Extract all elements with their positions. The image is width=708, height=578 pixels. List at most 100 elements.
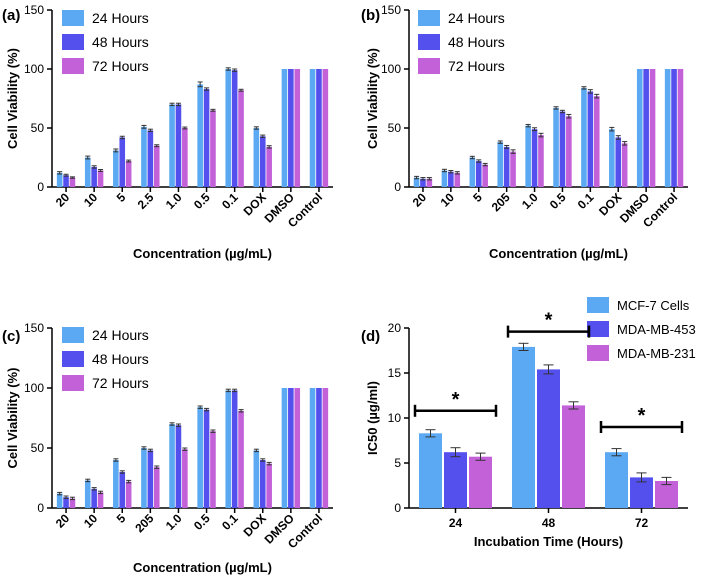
bar-a-48-hours-1 bbox=[91, 166, 97, 187]
x-tick-label: 0.5 bbox=[191, 190, 213, 212]
y-tick-label: 20 bbox=[388, 321, 402, 335]
bar-a-48-hours-3 bbox=[147, 130, 154, 187]
bar-d-mda-mb-231-1 bbox=[562, 405, 585, 508]
bar-b-24-hours-7 bbox=[609, 129, 615, 187]
y-tick-label: 100 bbox=[24, 62, 44, 76]
bar-a-24-hours-8 bbox=[281, 69, 288, 187]
bar-c-48-hours-5 bbox=[203, 409, 210, 508]
bar-b-72-hours-3 bbox=[510, 151, 516, 187]
bar-b-72-hours-7 bbox=[621, 143, 628, 187]
y-tick-label: 150 bbox=[381, 3, 401, 17]
chart-panel-c: (c) 0 50 100 150 Cell Viability (%) 20 10 5 205 1.… bbox=[2, 321, 333, 575]
y-tick-label: 15 bbox=[388, 366, 402, 380]
x-tick-label: 5 bbox=[114, 511, 129, 526]
y-axis-title: Cell Viability (%) bbox=[5, 48, 20, 149]
panel-label: (a) bbox=[2, 7, 20, 24]
y-tick-label: 50 bbox=[388, 121, 402, 135]
y-tick-label: 10 bbox=[388, 411, 402, 425]
y-tick-label: 0 bbox=[37, 501, 44, 515]
bar-c-72-hours-8 bbox=[294, 388, 301, 508]
x-tick-label: 2.5 bbox=[135, 190, 157, 212]
bar-d-mcf-7-cells-0 bbox=[419, 433, 442, 508]
bar-c-48-hours-2 bbox=[119, 472, 126, 508]
bar-c-72-hours-6 bbox=[238, 410, 244, 508]
bar-a-48-hours-4 bbox=[175, 104, 182, 187]
legend-label-1: MCF-7 Cells bbox=[617, 298, 690, 313]
bar-c-24-hours-6 bbox=[225, 390, 232, 508]
x-tick-label: 10 bbox=[438, 190, 458, 210]
y-tick-label: 150 bbox=[24, 321, 44, 335]
bar-b-24-hours-9 bbox=[664, 69, 671, 187]
bar-b-72-hours-9 bbox=[677, 69, 684, 187]
bar-b-24-hours-4 bbox=[525, 125, 531, 187]
legend-swatch-1 bbox=[587, 297, 609, 313]
bar-c-24-hours-1 bbox=[84, 480, 91, 508]
bar-d-mcf-7-cells-2 bbox=[605, 452, 628, 508]
bar-a-72-hours-3 bbox=[153, 145, 160, 187]
y-tick-label: 5 bbox=[394, 456, 401, 470]
bar-b-72-hours-4 bbox=[538, 135, 544, 187]
bar-c-48-hours-7 bbox=[259, 460, 266, 508]
legend-swatch-3 bbox=[418, 58, 440, 74]
y-tick-label: 50 bbox=[31, 441, 45, 455]
bar-c-24-hours-2 bbox=[113, 460, 119, 508]
x-tick-label: 1.0 bbox=[163, 190, 185, 212]
x-tick-label: 0.1 bbox=[219, 190, 241, 212]
legend-label-3: MDA-MB-231 bbox=[617, 346, 696, 361]
bar-b-72-hours-1 bbox=[454, 172, 461, 187]
bar-b-72-hours-6 bbox=[593, 96, 600, 187]
y-tick-label: 0 bbox=[37, 180, 44, 194]
bar-a-24-hours-1 bbox=[84, 157, 91, 187]
bar-c-72-hours-4 bbox=[182, 449, 188, 508]
bar-c-72-hours-1 bbox=[97, 492, 104, 508]
chart-panel-d: (d) 0 5 10 15 20 IC50 (µg/ml) 24 48 72 Incubation … bbox=[361, 297, 696, 549]
x-tick-label: 5 bbox=[114, 190, 129, 205]
bar-c-48-hours-4 bbox=[175, 425, 182, 508]
bar-d-mda-mb-453-0 bbox=[444, 452, 467, 508]
x-tick-label: 205 bbox=[132, 511, 156, 535]
bar-a-72-hours-9 bbox=[322, 69, 329, 187]
bar-b-48-hours-5 bbox=[559, 111, 566, 187]
legend-swatch-3 bbox=[587, 345, 609, 361]
bar-c-24-hours-0 bbox=[56, 493, 63, 508]
significance-star: * bbox=[638, 405, 646, 427]
x-axis-title: Concentration (µg/mL) bbox=[489, 246, 628, 261]
legend-label-1: 24 Hours bbox=[92, 327, 149, 343]
bar-a-24-hours-2 bbox=[113, 150, 119, 187]
bar-a-24-hours-4 bbox=[169, 104, 175, 187]
bar-a-48-hours-8 bbox=[288, 69, 294, 187]
y-tick-label: 150 bbox=[24, 3, 44, 17]
bar-c-48-hours-8 bbox=[288, 388, 294, 508]
x-tick-label: 1.0 bbox=[163, 511, 185, 533]
bar-d-mda-mb-231-0 bbox=[469, 456, 492, 508]
panel-label: (d) bbox=[361, 328, 380, 345]
y-axis-title: Cell Viability (%) bbox=[365, 48, 380, 149]
bar-a-48-hours-5 bbox=[203, 89, 210, 187]
legend-swatch-2 bbox=[62, 351, 84, 367]
bar-b-24-hours-6 bbox=[581, 87, 587, 187]
x-tick-label: 72 bbox=[635, 516, 649, 530]
bar-b-48-hours-8 bbox=[643, 69, 649, 187]
bar-b-72-hours-5 bbox=[566, 116, 572, 187]
bar-a-48-hours-6 bbox=[231, 70, 238, 187]
bar-a-24-hours-5 bbox=[197, 84, 203, 187]
bar-d-mcf-7-cells-1 bbox=[512, 346, 535, 508]
bar-b-24-hours-5 bbox=[553, 107, 559, 187]
bar-b-72-hours-0 bbox=[426, 178, 433, 187]
legend-swatch-1 bbox=[418, 10, 440, 26]
x-tick-label: 5 bbox=[470, 190, 485, 205]
bar-c-72-hours-5 bbox=[210, 431, 216, 508]
bar-c-24-hours-9 bbox=[309, 388, 316, 508]
bar-a-24-hours-0 bbox=[56, 172, 63, 187]
significance-star: * bbox=[452, 389, 460, 411]
bar-c-24-hours-4 bbox=[169, 424, 175, 508]
bar-b-24-hours-0 bbox=[413, 177, 420, 187]
legend-label-1: 24 Hours bbox=[92, 10, 149, 26]
bar-b-48-hours-3 bbox=[503, 146, 510, 187]
bar-c-24-hours-7 bbox=[253, 450, 260, 508]
bar-b-72-hours-2 bbox=[482, 164, 488, 187]
chart-panel-b: (b) 0 50 100 150 Cell Viability (%) 20 10 5 205 1.… bbox=[361, 3, 688, 261]
bar-c-48-hours-1 bbox=[91, 488, 97, 508]
x-tick-label: 0.1 bbox=[575, 190, 597, 212]
y-tick-label: 0 bbox=[394, 501, 401, 515]
